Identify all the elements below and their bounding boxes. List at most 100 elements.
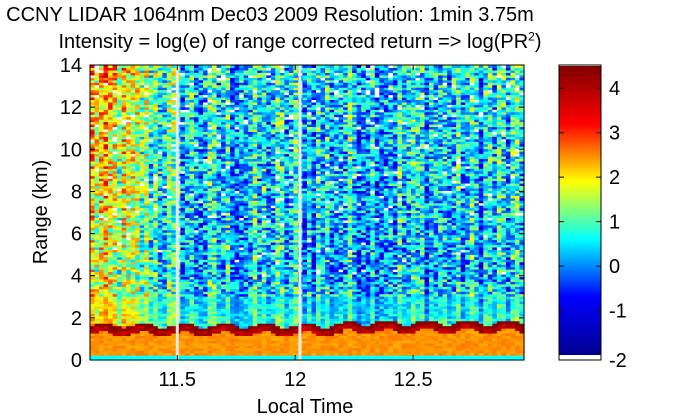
heatmap-cell — [108, 178, 114, 182]
heatmap-cell — [126, 87, 132, 91]
heatmap-cell — [90, 328, 96, 332]
heatmap-cell — [130, 315, 136, 319]
heatmap-cell — [207, 296, 213, 300]
heatmap-cell — [135, 175, 141, 179]
heatmap-cell — [99, 219, 105, 223]
heatmap-cell — [171, 342, 177, 346]
heatmap-cell — [166, 303, 172, 307]
heatmap-cell — [203, 190, 209, 194]
heatmap-cell — [180, 168, 186, 172]
heatmap-cell — [166, 308, 172, 312]
heatmap-cell — [171, 84, 177, 88]
heatmap-cell — [193, 126, 200, 130]
heatmap-cell — [153, 266, 159, 270]
heatmap-cell — [108, 222, 114, 226]
heatmap-cell — [153, 163, 159, 167]
heatmap-cell — [130, 82, 136, 86]
heatmap-cell — [99, 323, 105, 327]
heatmap-cell — [216, 291, 222, 295]
heatmap-cell — [166, 197, 172, 201]
heatmap-cell — [193, 269, 200, 273]
heatmap-cell — [130, 126, 136, 130]
heatmap-cell — [157, 318, 163, 322]
heatmap-cell — [135, 350, 141, 354]
heatmap-cell — [184, 178, 191, 182]
heatmap-cell — [198, 202, 204, 206]
heatmap-cell — [99, 237, 105, 241]
heatmap-cell — [121, 178, 127, 182]
heatmap-cell — [90, 155, 96, 160]
heatmap-cell — [99, 320, 105, 324]
heatmap-cell — [135, 232, 141, 236]
heatmap-cell — [193, 67, 200, 71]
heatmap-cell — [184, 187, 191, 191]
heatmap-cell — [166, 244, 172, 248]
heatmap-cell — [126, 138, 132, 142]
heatmap-cell — [117, 190, 123, 194]
heatmap-cell — [148, 183, 154, 187]
heatmap-cell — [126, 229, 132, 233]
heatmap-cell — [108, 153, 114, 157]
heatmap-cell — [207, 190, 213, 194]
heatmap-cell — [99, 273, 105, 278]
heatmap-cell — [162, 269, 168, 273]
heatmap-cell — [108, 288, 114, 292]
heatmap-cell — [121, 357, 127, 361]
heatmap-cell — [112, 229, 118, 233]
heatmap-cell — [130, 141, 136, 145]
heatmap-cell — [103, 281, 109, 285]
heatmap-cell — [193, 350, 200, 354]
heatmap-cell — [103, 143, 109, 147]
heatmap-cell — [112, 291, 118, 295]
heatmap-cell — [193, 281, 200, 285]
heatmap-cell — [189, 205, 195, 209]
heatmap-cell — [103, 298, 109, 302]
heatmap-cell — [203, 124, 209, 128]
heatmap-cell — [148, 133, 154, 137]
heatmap-cell — [148, 355, 154, 359]
heatmap-cell — [193, 158, 200, 162]
heatmap-cell — [153, 187, 159, 191]
heatmap-cell — [126, 283, 132, 287]
heatmap-cell — [148, 200, 154, 204]
heatmap-cell — [148, 229, 154, 233]
heatmap-cell — [103, 242, 109, 246]
heatmap-cell — [90, 138, 96, 142]
heatmap-cell — [189, 141, 195, 145]
heatmap-cell — [126, 259, 132, 263]
heatmap-cell — [203, 219, 209, 223]
heatmap-cell — [203, 205, 209, 209]
heatmap-cell — [153, 310, 159, 314]
heatmap-cell — [184, 92, 191, 96]
heatmap-cell — [189, 244, 195, 248]
heatmap-cell — [207, 305, 213, 309]
heatmap-cell — [153, 74, 159, 78]
heatmap-cell — [144, 219, 150, 223]
heatmap-cell — [103, 205, 109, 209]
heatmap-cell — [212, 352, 218, 356]
heatmap-cell — [130, 288, 136, 292]
heatmap-cell — [139, 276, 145, 280]
heatmap-cell — [207, 148, 213, 152]
heatmap-cell — [130, 222, 136, 226]
heatmap-cell — [212, 288, 218, 292]
heatmap-cell — [126, 160, 132, 164]
heatmap-cell — [162, 234, 168, 238]
heatmap-cell — [126, 273, 132, 278]
heatmap-cell — [180, 296, 186, 300]
heatmap-cell — [130, 278, 136, 282]
heatmap-cell — [184, 232, 191, 236]
heatmap-cell — [198, 138, 204, 142]
heatmap-cell — [166, 143, 172, 147]
heatmap-cell — [184, 94, 191, 98]
heatmap-cell — [184, 96, 191, 101]
heatmap-cell — [212, 109, 218, 113]
heatmap-cell — [108, 293, 114, 297]
heatmap-cell — [112, 357, 118, 361]
heatmap-cell — [148, 151, 154, 155]
heatmap-cell — [139, 214, 145, 219]
heatmap-cell — [212, 104, 218, 108]
heatmap-cell — [99, 155, 105, 160]
heatmap-cell — [171, 146, 177, 150]
heatmap-cell — [198, 234, 204, 238]
